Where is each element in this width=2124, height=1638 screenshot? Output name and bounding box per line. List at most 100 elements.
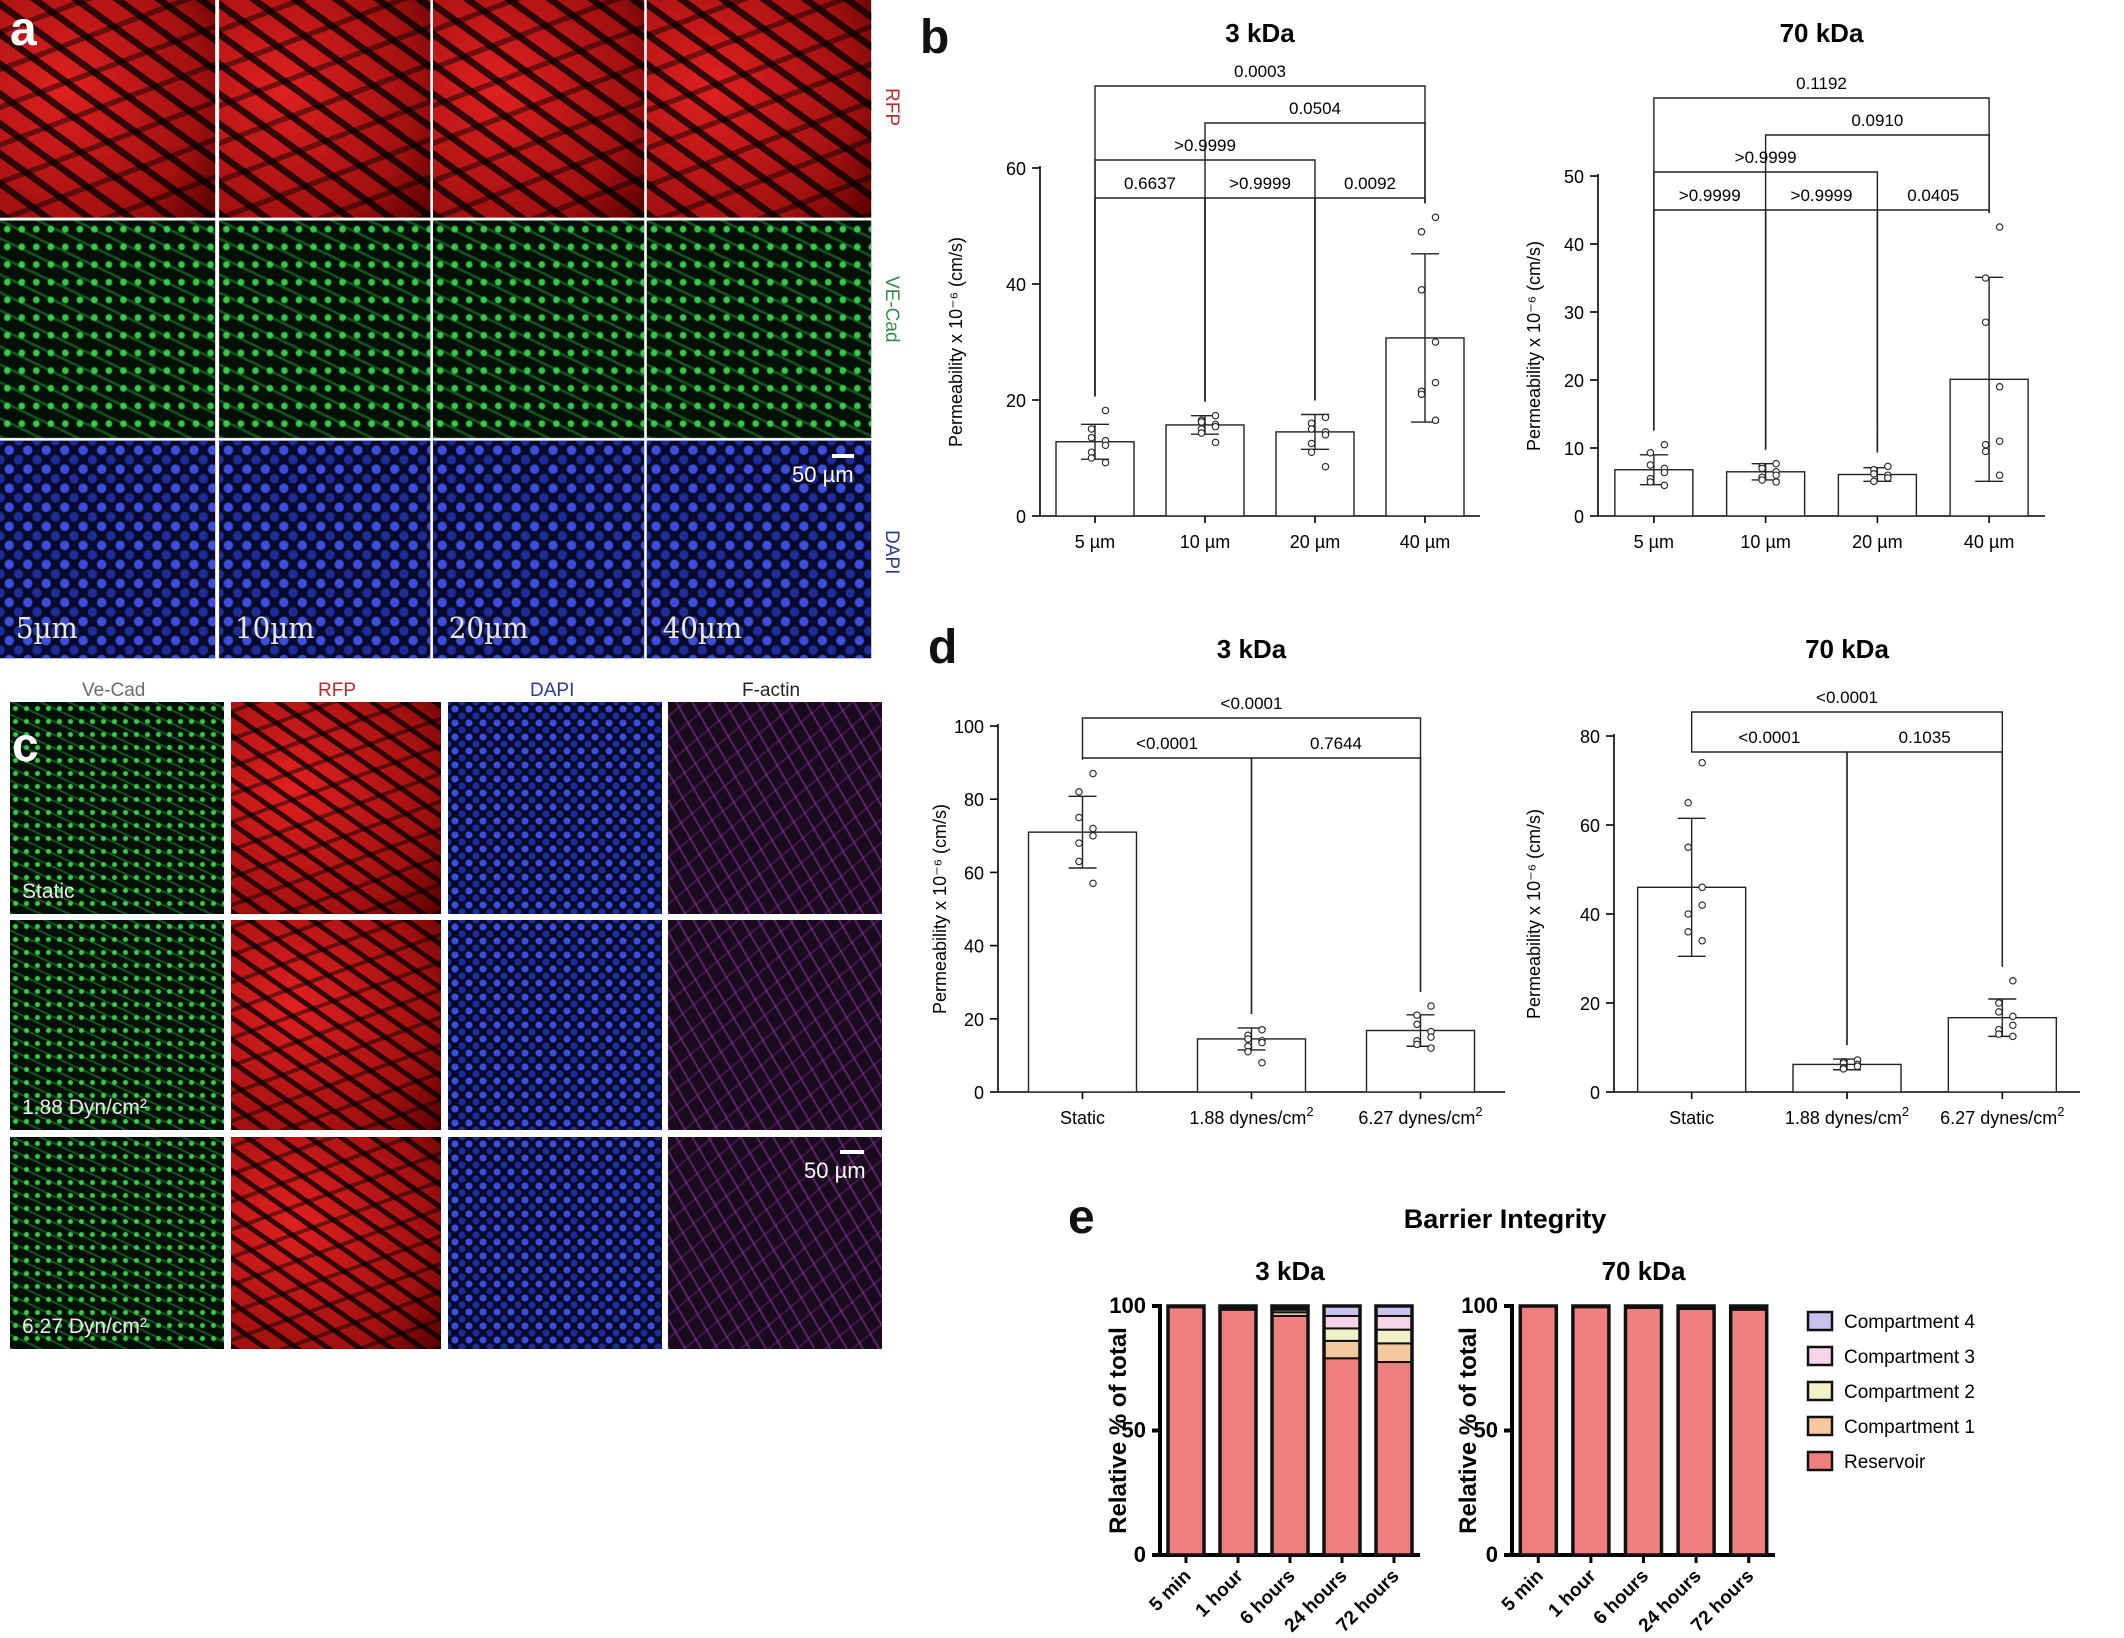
data-point <box>1870 466 1878 474</box>
y-tick-label: 50 <box>1564 167 1584 187</box>
panel-a-tile-dapi-2: 20µm <box>432 440 645 659</box>
y-tick-label: 0 <box>974 1083 984 1103</box>
bar <box>1949 378 2029 517</box>
x-tick-label: 1.88 dynes/cm2 <box>1785 1104 1909 1128</box>
stacked-segment-compartment-4 <box>1729 1305 1768 1308</box>
comparison-p-value: 0.1035 <box>1899 728 1951 747</box>
panel-c-channel-label-vecad: Ve-Cad <box>82 680 146 701</box>
comparison-bracket <box>1846 751 2004 1046</box>
bar <box>1947 1016 2058 1093</box>
data-point <box>1431 338 1440 346</box>
stacked-segment-compartment-1 <box>1323 1339 1361 1360</box>
data-point <box>1244 1042 1252 1051</box>
comparison-bracket <box>1764 209 1879 453</box>
y-tick-label: 80 <box>964 790 984 810</box>
comparison-p-value: 0.0910 <box>1851 111 1903 130</box>
x-tick-label: 1 hour <box>1192 1565 1248 1621</box>
data-point <box>1431 378 1440 387</box>
x-tick-label: 72 hours <box>1333 1566 1404 1637</box>
chart-b-3kDa: 3 kDa 0 20 40 60 Permeability x 10⁻⁶ (cm/s) 5 … <box>946 18 1480 552</box>
comparison-p-value: >0.9999 <box>1791 186 1853 205</box>
panel-a-condition-label: 40µm <box>662 612 743 645</box>
comparison-bracket <box>1081 717 1422 992</box>
x-tick-label: 6 hours <box>1590 1566 1653 1629</box>
panel-c-tile-vecad-0: Static <box>10 702 224 914</box>
data-point <box>1981 274 1990 282</box>
stacked-segment-reservoir <box>1729 1308 1768 1556</box>
stacked-segment-compartment-4 <box>1271 1305 1309 1309</box>
bar <box>1275 431 1355 517</box>
legend-label: Reservoir <box>1844 1452 1926 1473</box>
data-point <box>1197 425 1206 433</box>
stacked-segment-compartment-1 <box>1677 1306 1716 1310</box>
stacked-segment-compartment-4 <box>1375 1305 1413 1317</box>
data-point <box>1684 798 1692 807</box>
bar <box>1385 337 1465 517</box>
data-point <box>1307 448 1316 456</box>
x-tick-label: Static <box>1060 1108 1105 1128</box>
y-tick-label: 60 <box>964 863 984 883</box>
chart-title: 70 kDa <box>1805 634 1889 664</box>
data-point <box>1413 1011 1421 1019</box>
comparison-bracket <box>1653 97 1990 431</box>
panel-a-tile-dapi-3: 40µm <box>646 440 872 659</box>
stacked-segment-compartment-2 <box>1323 1327 1361 1342</box>
data-point <box>1772 471 1780 479</box>
y-axis-label: Relative % of total <box>1105 1327 1132 1534</box>
y-axis-label: Relative % of total <box>1455 1327 1482 1534</box>
chart-title: 3 kDa <box>1217 634 1287 664</box>
stacked-segment-reservoir <box>1167 1306 1205 1556</box>
comparison-bracket <box>1690 748 1848 1046</box>
y-tick-label: 40 <box>1580 905 1600 925</box>
data-point <box>1995 437 2004 445</box>
x-tick-label: 24 hours <box>1635 1566 1706 1637</box>
data-point <box>1853 1062 1862 1070</box>
data-point <box>1431 416 1440 425</box>
panel-c-tile-dapi-0 <box>448 702 662 914</box>
panel-a-tile-vecad-3 <box>646 220 872 438</box>
data-point <box>1660 440 1669 449</box>
data-point <box>1321 462 1330 471</box>
data-point <box>1417 228 1426 236</box>
data-point <box>1211 422 1220 431</box>
bar <box>1614 469 1694 517</box>
data-point <box>1087 448 1096 456</box>
data-point <box>1307 439 1316 448</box>
data-point <box>1995 223 2004 231</box>
y-tick-label: 0 <box>1590 1083 1600 1103</box>
panel-a-channel-label-dapi: DAPI <box>881 530 902 575</box>
data-point <box>1884 474 1892 482</box>
stacked-segment-compartment-4 <box>1323 1305 1361 1317</box>
data-point <box>1758 464 1766 473</box>
y-tick-label: 100 <box>1461 1293 1498 1318</box>
panel-c-condition-label: Static <box>22 880 75 903</box>
data-point <box>1758 473 1766 481</box>
panel-a-scale-bar <box>832 454 854 458</box>
stacked-segment-compartment-3 <box>1323 1314 1361 1330</box>
data-point <box>1995 1030 2003 1038</box>
legend-label: Compartment 4 <box>1844 1312 1975 1333</box>
bar <box>1055 441 1135 517</box>
x-tick-label: 20 µm <box>1290 532 1340 552</box>
legend-swatch <box>1806 1310 1834 1332</box>
panel-c-tile-dapi-2 <box>448 1137 662 1349</box>
stacked-segment-reservoir <box>1375 1361 1413 1557</box>
data-point <box>1417 286 1426 294</box>
comparison-p-value: 0.0092 <box>1344 174 1396 193</box>
x-tick-label: 6 hours <box>1236 1566 1299 1629</box>
stacked-bar-outline <box>1218 1304 1258 1557</box>
comparison-p-value: >0.9999 <box>1174 136 1236 155</box>
legend-label: Compartment 2 <box>1844 1382 1975 1403</box>
y-tick-label: 0 <box>1486 1542 1498 1567</box>
comparison-p-value: 0.0504 <box>1289 99 1341 118</box>
legend-e: Compartment 4 Compartment 3 Compartment 2 C… <box>1806 1310 1975 1473</box>
panel-c-tile-dapi-1 <box>448 920 662 1130</box>
data-point <box>1321 428 1330 436</box>
x-tick-label: 1 hour <box>1545 1565 1601 1621</box>
data-point <box>1981 440 1990 449</box>
data-point <box>1244 1047 1252 1056</box>
legend-swatch <box>1806 1450 1834 1472</box>
bar <box>1165 424 1245 517</box>
stacked-bar-outline <box>1166 1304 1206 1557</box>
